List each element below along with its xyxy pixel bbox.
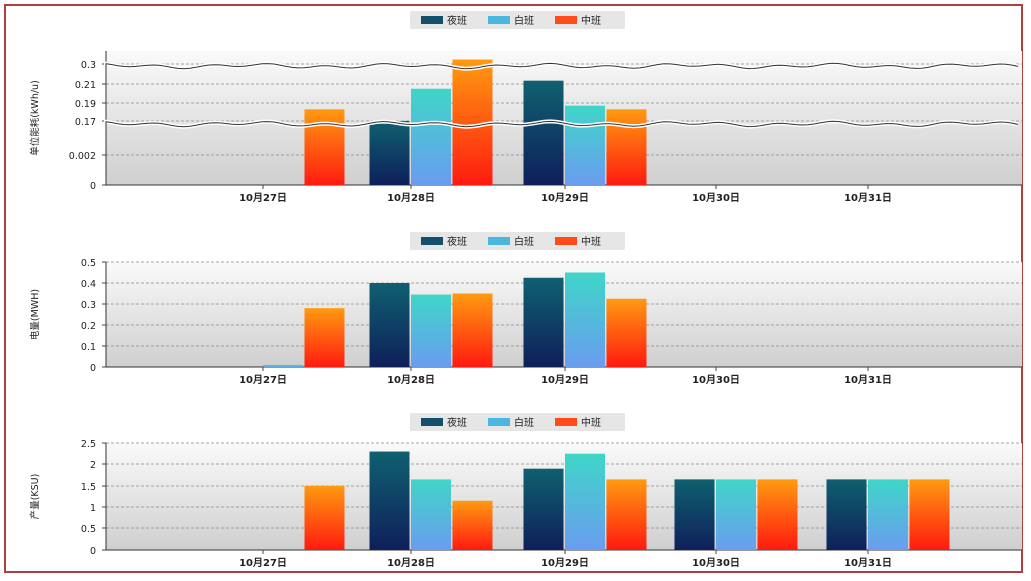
plot-background bbox=[106, 51, 1022, 185]
x-tick-label: 10月27日 bbox=[239, 192, 287, 204]
y-tick-label: 0.002 bbox=[69, 151, 96, 162]
x-tick-label: 10月30日 bbox=[692, 557, 740, 569]
bar bbox=[369, 283, 410, 367]
legend: 夜班 白班 中班 bbox=[410, 11, 625, 29]
bar bbox=[565, 272, 605, 367]
x-tick-label: 10月29日 bbox=[541, 192, 589, 204]
y-tick-label: 1.5 bbox=[81, 482, 96, 493]
bar bbox=[369, 451, 410, 550]
y-tick-label: 0 bbox=[90, 181, 96, 192]
y-axis-label: 产量(KSU) bbox=[29, 474, 41, 520]
y-tick-label: 2 bbox=[90, 460, 96, 471]
legend-label: 中班 bbox=[581, 416, 601, 429]
axis-break-line bbox=[105, 120, 1019, 128]
legend-label: 夜班 bbox=[447, 235, 467, 248]
bar bbox=[369, 121, 410, 185]
legend-swatch bbox=[421, 418, 443, 426]
legend-box bbox=[410, 11, 625, 29]
bar bbox=[606, 109, 647, 185]
legend-label: 夜班 bbox=[447, 416, 467, 429]
x-tick-label: 10月29日 bbox=[541, 374, 589, 386]
x-tick-label: 10月31日 bbox=[844, 374, 892, 386]
legend-label: 白班 bbox=[514, 235, 534, 248]
bar bbox=[565, 453, 605, 550]
x-tick-label: 10月30日 bbox=[692, 192, 740, 204]
bar bbox=[411, 479, 451, 550]
bar bbox=[523, 277, 564, 367]
legend-swatch bbox=[421, 237, 443, 245]
legend-label: 夜班 bbox=[447, 14, 467, 27]
y-tick-label: 0.3 bbox=[81, 300, 96, 311]
bar bbox=[452, 293, 493, 367]
y-axis-label: 电量(MWH) bbox=[29, 289, 41, 340]
y-tick-label: 0.3 bbox=[81, 60, 96, 71]
legend: 夜班 白班 中班 bbox=[410, 413, 625, 431]
bar bbox=[826, 479, 867, 550]
legend-swatch bbox=[488, 237, 510, 245]
bar bbox=[304, 308, 345, 367]
legend-swatch bbox=[555, 16, 577, 24]
legend-label: 中班 bbox=[581, 14, 601, 27]
x-tick-label: 10月28日 bbox=[387, 192, 435, 204]
y-tick-label: 0 bbox=[90, 546, 96, 557]
y-tick-label: 0.4 bbox=[81, 279, 96, 290]
bar bbox=[523, 468, 564, 550]
y-tick-label: 0.5 bbox=[81, 524, 96, 535]
y-axis-label: 单位能耗(kWh/u) bbox=[29, 80, 41, 156]
x-tick-label: 10月31日 bbox=[844, 192, 892, 204]
legend: 夜班 白班 中班 bbox=[410, 232, 625, 250]
legend-box bbox=[410, 413, 625, 431]
y-tick-label: 0.17 bbox=[75, 117, 96, 128]
legend-swatch bbox=[488, 418, 510, 426]
bar bbox=[757, 479, 798, 550]
x-tick-label: 10月31日 bbox=[844, 557, 892, 569]
bar bbox=[716, 479, 756, 550]
bar bbox=[304, 109, 345, 185]
bar bbox=[411, 88, 451, 185]
plot-background bbox=[106, 262, 1022, 367]
y-tick-label: 0.5 bbox=[81, 258, 96, 269]
bar bbox=[606, 479, 647, 550]
y-tick-label: 0.19 bbox=[75, 99, 96, 110]
bar bbox=[909, 479, 950, 550]
bar bbox=[674, 479, 715, 550]
y-tick-label: 0 bbox=[90, 363, 96, 374]
legend-label: 中班 bbox=[581, 235, 601, 248]
x-tick-label: 10月28日 bbox=[387, 374, 435, 386]
axis-break-line bbox=[105, 62, 1019, 70]
bar bbox=[868, 479, 908, 550]
legend-swatch bbox=[555, 418, 577, 426]
x-tick-label: 10月29日 bbox=[541, 557, 589, 569]
bar bbox=[304, 485, 345, 550]
y-tick-label: 0.1 bbox=[81, 342, 96, 353]
chart-panel-3: 夜班 白班 中班 2.5 2 1.5 1 0.5 0 产量(KSU) 10月27日 10月28日 10月… bbox=[29, 413, 1022, 569]
legend-box bbox=[410, 232, 625, 250]
y-tick-label: 1 bbox=[90, 503, 96, 514]
bar bbox=[411, 294, 451, 367]
x-tick-label: 10月27日 bbox=[239, 374, 287, 386]
legend-label: 白班 bbox=[514, 416, 534, 429]
bar bbox=[452, 500, 493, 550]
legend-swatch bbox=[488, 16, 510, 24]
chart-panel-2: 夜班 白班 中班 0.5 0.4 0.3 0.2 0.1 0 电量(MWH) 10月27日 10月28… bbox=[29, 232, 1022, 386]
y-tick-label: 0.2 bbox=[81, 321, 96, 332]
bar bbox=[523, 80, 564, 185]
legend-label: 白班 bbox=[514, 14, 534, 27]
bar bbox=[565, 105, 605, 185]
legend-swatch bbox=[421, 16, 443, 24]
bar bbox=[263, 364, 303, 367]
y-tick-label: 0.21 bbox=[75, 80, 96, 91]
x-tick-label: 10月27日 bbox=[239, 557, 287, 569]
bar bbox=[606, 298, 647, 367]
legend-swatch bbox=[555, 237, 577, 245]
chart-panel-1: 夜班 白班 中班 0.3 0.21 0.19 0.17 0.002 0 单位能耗(kWh/u) 10… bbox=[29, 11, 1022, 204]
x-tick-label: 10月28日 bbox=[387, 557, 435, 569]
y-tick-label: 2.5 bbox=[81, 439, 96, 450]
x-tick-label: 10月30日 bbox=[692, 374, 740, 386]
